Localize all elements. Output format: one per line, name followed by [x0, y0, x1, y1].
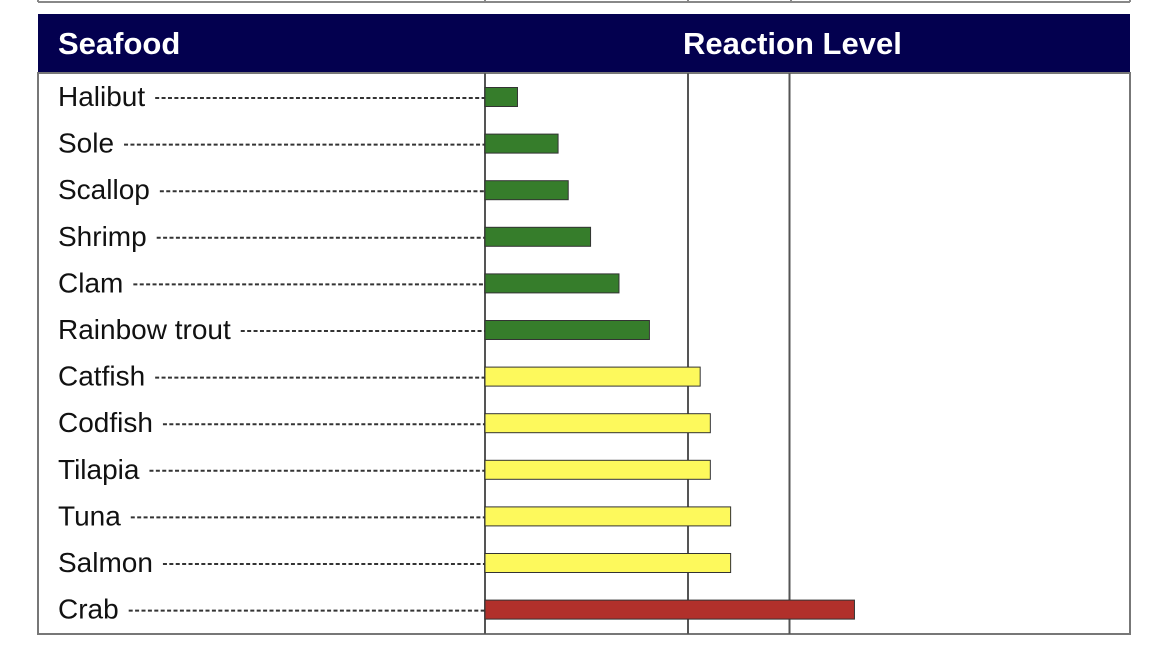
category-label: Catfish: [58, 361, 145, 392]
value-header: Reaction Level: [683, 26, 902, 61]
bar: [484, 366, 701, 387]
bar-rows: Halibut Sole Scallop Shrimp Clam Rainbow trou…: [58, 81, 855, 625]
category-label: Rainbow trout: [58, 314, 231, 345]
bar-row: Crab: [58, 594, 855, 625]
bar: [484, 180, 569, 201]
plot-frame: [37, 72, 1131, 635]
category-header: Seafood: [58, 26, 180, 61]
category-label: Halibut: [58, 81, 145, 112]
previous-table-edge: [37, 0, 1131, 3]
category-label: Sole: [58, 128, 114, 159]
bar-row: Scallop: [58, 174, 569, 205]
reference-lines: [687, 73, 791, 634]
bar: [484, 133, 559, 154]
bar: [484, 226, 592, 247]
bar: [484, 320, 650, 340]
category-label: Tuna: [58, 500, 121, 531]
bar: [484, 87, 518, 107]
category-label: Clam: [58, 267, 123, 298]
bar: [484, 506, 732, 527]
bar: [484, 413, 711, 434]
bar-row: Tilapia: [58, 454, 711, 485]
bar-row: Salmon: [58, 547, 732, 578]
bar-row: Catfish: [58, 361, 701, 392]
bar: [484, 273, 620, 294]
bar-row: Rainbow trout: [58, 314, 650, 345]
bar-row: Sole: [58, 128, 559, 159]
bar: [484, 459, 711, 480]
bar-row: Halibut: [58, 81, 518, 112]
category-label: Crab: [58, 594, 119, 625]
bar-row: Shrimp: [58, 221, 592, 252]
table-header: [38, 14, 1130, 73]
bar-row: Clam: [58, 267, 620, 298]
category-label: Codfish: [58, 407, 153, 438]
category-label: Tilapia: [58, 454, 140, 485]
category-label: Scallop: [58, 174, 150, 205]
category-label: Shrimp: [58, 221, 147, 252]
bar-row: Tuna: [58, 500, 732, 531]
bar: [484, 553, 732, 573]
bar-row: Codfish: [58, 407, 711, 438]
category-label: Salmon: [58, 547, 153, 578]
bar: [484, 599, 855, 620]
